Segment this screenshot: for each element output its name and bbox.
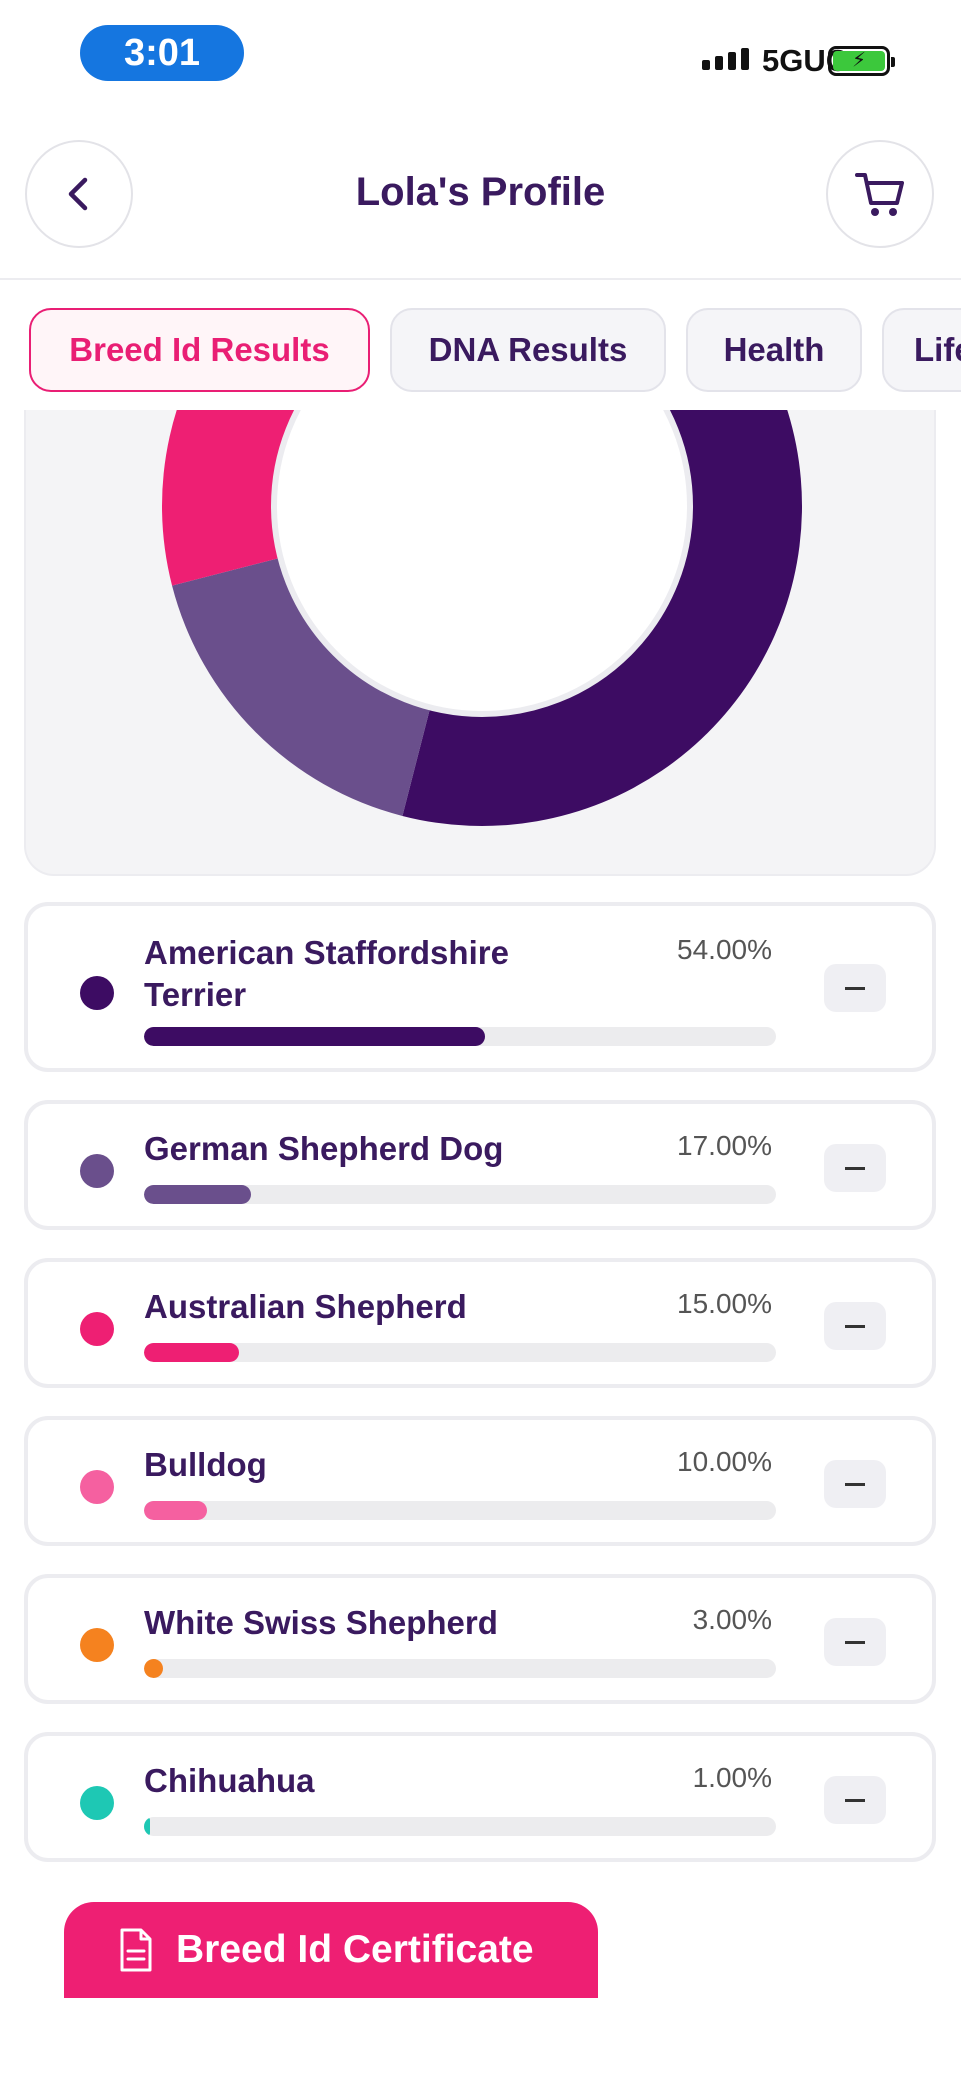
breed-percent: 10.00% bbox=[677, 1446, 772, 1477]
breed-progress-track bbox=[144, 1817, 776, 1836]
status-time: 3:01 bbox=[80, 25, 244, 81]
breed-percent: 54.00% bbox=[677, 934, 772, 965]
minus-icon bbox=[845, 986, 865, 990]
tab-bar: Breed Id Results DNA Results Health Life… bbox=[0, 280, 961, 410]
breed-progress-track bbox=[144, 1185, 776, 1204]
tab-label: Lifestyle bbox=[914, 331, 961, 368]
breed-name: Chihuahua bbox=[144, 1762, 315, 1799]
breed-percent: 1.00% bbox=[692, 1762, 772, 1793]
breed-row: Chihuahua 1.00% bbox=[24, 1732, 936, 1862]
breed-id-certificate-button[interactable]: Breed Id Certificate bbox=[64, 1902, 598, 1998]
donut-slice-german-shepherd-dog bbox=[172, 557, 431, 816]
breed-progress-fill bbox=[144, 1817, 151, 1836]
tab-label: Health bbox=[723, 331, 825, 368]
breed-color-dot bbox=[80, 1154, 114, 1188]
status-bar: 3:01 5GUC bbox=[0, 0, 961, 110]
back-button[interactable] bbox=[25, 140, 133, 248]
collapse-button[interactable] bbox=[824, 1460, 886, 1508]
minus-icon bbox=[845, 1166, 865, 1170]
page-title: Lola's Profile bbox=[355, 170, 606, 214]
breed-color-dot bbox=[80, 976, 114, 1010]
breed-progress-fill bbox=[144, 1659, 163, 1678]
breed-name: Australian Shepherd bbox=[144, 1288, 467, 1325]
breed-color-dot bbox=[80, 1312, 114, 1346]
signal-icon bbox=[702, 48, 749, 70]
breed-progress-fill bbox=[144, 1185, 252, 1204]
tab-label: Breed Id Results bbox=[69, 331, 330, 368]
breed-progress-fill bbox=[144, 1343, 239, 1362]
breed-percent: 3.00% bbox=[692, 1604, 772, 1635]
breed-percent: 17.00% bbox=[677, 1130, 772, 1161]
breed-progress-fill bbox=[144, 1027, 486, 1046]
cart-icon bbox=[855, 173, 904, 216]
breed-row: German Shepherd Dog 17.00% bbox=[24, 1100, 936, 1230]
breed-progress-track bbox=[144, 1659, 776, 1678]
breed-row: Bulldog 10.00% bbox=[24, 1416, 936, 1546]
collapse-button[interactable] bbox=[824, 1144, 886, 1192]
tab-lifestyle[interactable]: Lifestyle bbox=[882, 308, 961, 392]
document-icon bbox=[120, 1928, 152, 1972]
donut-hole bbox=[271, 410, 693, 717]
breed-chart-card bbox=[24, 410, 936, 876]
tab-breed-id-results[interactable]: Breed Id Results bbox=[29, 308, 370, 392]
breed-progress-fill bbox=[144, 1501, 208, 1520]
breed-progress-track bbox=[144, 1501, 776, 1520]
cart-button[interactable] bbox=[826, 140, 934, 248]
breed-name: White Swiss Shepherd bbox=[144, 1604, 498, 1641]
header: Lola's Profile bbox=[0, 130, 961, 281]
breed-row: Australian Shepherd 15.00% bbox=[24, 1258, 936, 1388]
breed-name: American Staffordshire Terrier bbox=[144, 934, 509, 1013]
chevron-left-icon bbox=[68, 177, 88, 211]
certificate-button-label: Breed Id Certificate bbox=[176, 1928, 534, 1971]
breed-name: Bulldog bbox=[144, 1446, 267, 1483]
tab-health[interactable]: Health bbox=[686, 308, 862, 392]
minus-icon bbox=[845, 1324, 865, 1328]
minus-icon bbox=[845, 1482, 865, 1486]
collapse-button[interactable] bbox=[824, 1302, 886, 1350]
breed-name: German Shepherd Dog bbox=[144, 1130, 504, 1167]
battery-icon bbox=[828, 46, 895, 76]
breed-percent: 15.00% bbox=[677, 1288, 772, 1319]
collapse-button[interactable] bbox=[824, 964, 886, 1012]
breed-donut-chart bbox=[162, 410, 802, 826]
breed-color-dot bbox=[80, 1628, 114, 1662]
tab-dna-results[interactable]: DNA Results bbox=[390, 308, 666, 392]
breed-progress-track bbox=[144, 1027, 776, 1046]
collapse-button[interactable] bbox=[824, 1776, 886, 1824]
minus-icon bbox=[845, 1640, 865, 1644]
donut-slice-australian-shepherd bbox=[162, 410, 298, 586]
breed-color-dot bbox=[80, 1470, 114, 1504]
donut-slice-american-staffordshire-terrier bbox=[402, 410, 802, 826]
collapse-button[interactable] bbox=[824, 1618, 886, 1666]
breed-progress-track bbox=[144, 1343, 776, 1362]
breed-row: White Swiss Shepherd 3.00% bbox=[24, 1574, 936, 1704]
minus-icon bbox=[845, 1798, 865, 1802]
tab-label: DNA Results bbox=[428, 331, 628, 368]
breed-color-dot bbox=[80, 1786, 114, 1820]
breed-row: American Staffordshire Terrier 54.00% bbox=[24, 902, 936, 1072]
